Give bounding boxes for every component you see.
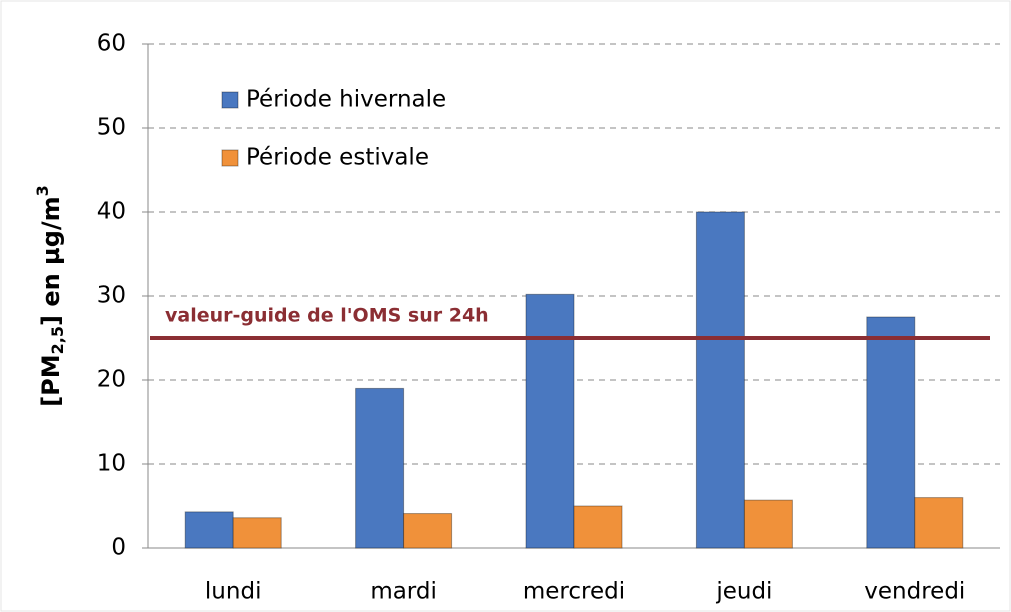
y-tick-label: 0 [111,535,126,561]
y-label-main: [PM [37,354,65,406]
y-label-mid: ] en µg/m [37,196,65,326]
y-tick-label: 30 [97,283,126,309]
bar [573,505,623,549]
bar [743,499,793,549]
y-tick-label: 40 [97,199,126,225]
y-label-sub: 2,5 [48,326,67,354]
bar [525,293,575,549]
y-axis-label: [PM2,5] en µg/m3 [33,185,67,407]
y-tick-label: 60 [97,31,126,57]
y-label-sup: 3 [33,185,52,196]
x-tick-label: lundi [205,579,262,605]
bar [695,211,745,549]
bar [403,513,453,549]
x-tick-label: vendredi [864,579,965,605]
bar [184,511,234,549]
legend-label: Période estivale [246,145,429,171]
y-tick-label: 50 [97,115,126,141]
legend-label: Période hivernale [246,87,446,113]
x-tick-label: jeudi [715,579,772,605]
y-tick-label: 20 [97,367,126,393]
x-tick-label: mardi [370,579,437,605]
legend-swatch [221,91,239,109]
y-tick-label: 10 [97,451,126,477]
reference-label: valeur-guide de l'OMS sur 24h [165,305,489,327]
x-tick-label: mercredi [523,579,625,605]
bar [866,316,916,549]
legend-swatch [221,149,239,167]
bar [232,517,282,549]
bar [914,497,964,549]
bar [355,387,405,549]
